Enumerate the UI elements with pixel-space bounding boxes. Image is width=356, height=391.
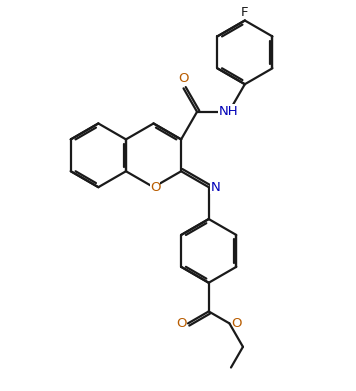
Text: O: O — [178, 72, 189, 85]
Text: O: O — [176, 317, 187, 330]
Text: O: O — [231, 317, 241, 330]
Text: F: F — [241, 6, 248, 19]
Text: O: O — [150, 181, 160, 194]
Text: NH: NH — [219, 105, 239, 118]
Text: N: N — [210, 181, 220, 194]
